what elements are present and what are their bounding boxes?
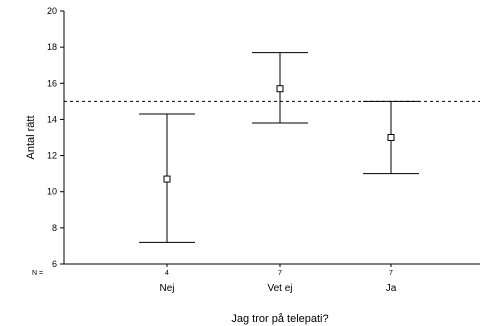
x-axis-title: Jag tror på telepati? <box>231 313 328 325</box>
y-tick-label: 8 <box>52 223 57 233</box>
y-tick-label: 16 <box>47 78 57 88</box>
x-category-label: Vet ej <box>267 283 292 294</box>
mean-marker <box>387 134 395 141</box>
y-tick-label: 10 <box>47 187 57 197</box>
y-tick-label: 20 <box>47 6 57 16</box>
n-count: 7 <box>389 270 393 277</box>
y-tick-label: 12 <box>47 151 57 161</box>
mean-marker <box>276 85 284 93</box>
y-tick-label: 18 <box>47 42 57 52</box>
y-axis-title: Antal rätt <box>25 115 37 159</box>
x-category-label: Nej <box>159 283 174 294</box>
x-category-label: Ja <box>386 283 397 294</box>
y-tick-label: 14 <box>47 114 57 124</box>
mean-marker <box>163 175 171 183</box>
n-label: N = <box>32 270 43 277</box>
y-tick-label: 6 <box>52 259 57 269</box>
n-count: 7 <box>278 270 282 277</box>
n-count: 4 <box>165 270 169 277</box>
